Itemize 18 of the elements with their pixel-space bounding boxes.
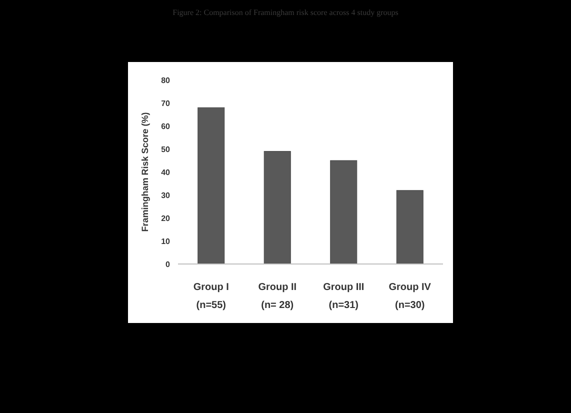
y-tick-label: 0 [166,260,171,269]
bar [264,151,291,264]
y-tick-label: 20 [161,214,171,223]
y-tick-label: 70 [161,98,171,108]
y-tick-label: 10 [161,236,171,246]
x-tick-label: Group II (n= 28) [258,282,297,311]
y-tick-label: 40 [161,168,171,177]
bar [198,107,225,264]
y-axis-title: Framingham Risk Score (%) [140,112,150,232]
y-tick-label: 80 [161,76,171,85]
x-tick-label: Group III (n=31) [323,282,364,311]
y-tick-label: 30 [161,190,171,200]
bar [396,190,424,264]
x-tick-label: Group IV (n=30) [388,282,432,311]
y-tick-label: 50 [161,144,171,154]
bar [330,160,358,264]
y-tick-label: 60 [161,122,171,131]
x-tick-label: Group I (n=55) [193,282,230,311]
